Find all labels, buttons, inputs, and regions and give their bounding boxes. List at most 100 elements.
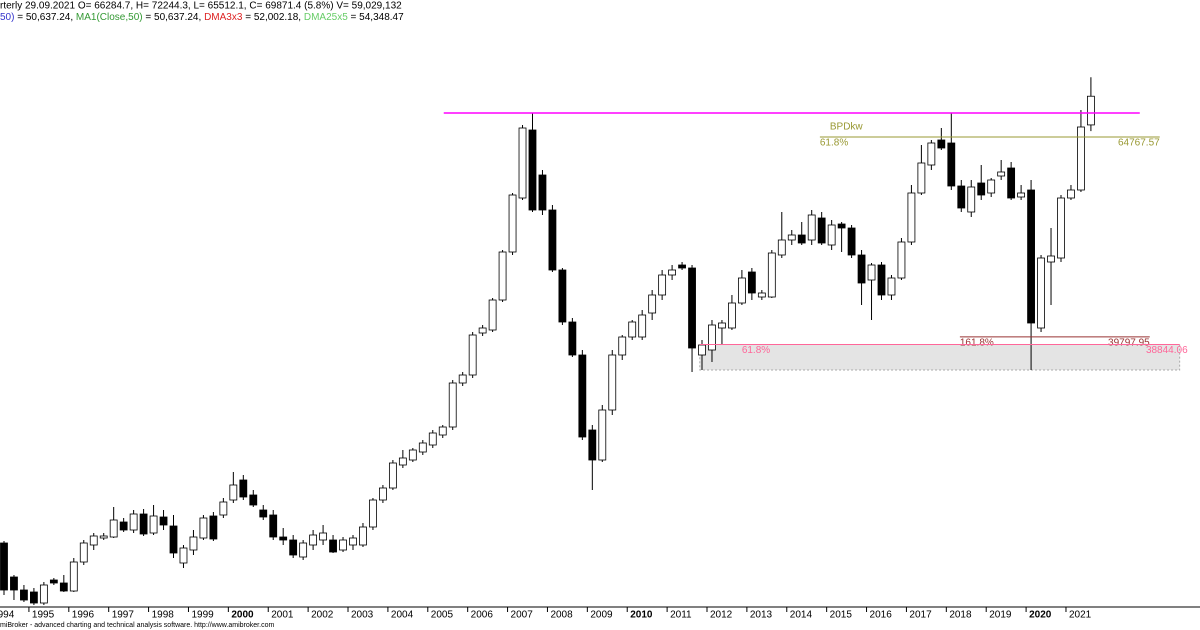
candle-body	[1067, 189, 1075, 199]
candle-body	[30, 591, 38, 604]
candle-body	[628, 321, 637, 338]
x-tick-label: 2019	[989, 610, 1012, 621]
candle-body	[159, 516, 168, 526]
candle-body	[279, 536, 288, 541]
candle-body	[618, 336, 627, 356]
candle-body	[558, 269, 567, 323]
x-tick-label: 1996	[72, 610, 95, 621]
candle-body	[967, 186, 976, 213]
candle-body	[897, 241, 906, 279]
header-segment: DMA3x3	[204, 12, 243, 23]
candle-body	[309, 534, 318, 546]
candle-body	[229, 484, 238, 501]
candle-body	[518, 127, 527, 199]
x-tick-label: 1999	[191, 610, 214, 621]
candle-body	[548, 209, 557, 271]
fib-value: 39797.95	[1108, 337, 1150, 348]
candle-body	[89, 535, 98, 546]
candle-body	[289, 539, 298, 556]
x-tick-label: 1997	[112, 610, 135, 621]
candle-body	[379, 487, 387, 501]
candle-body	[678, 264, 686, 269]
candle-body	[817, 217, 826, 244]
candle-body	[10, 576, 18, 591]
candle-body	[568, 321, 577, 356]
x-tick-label: 2020	[1029, 610, 1052, 621]
candle-body	[578, 354, 587, 438]
candle-body	[907, 192, 916, 243]
candle-body	[1017, 192, 1026, 198]
x-tick-label: 2001	[271, 610, 294, 621]
candle-body	[418, 442, 427, 453]
candle-body	[269, 514, 278, 538]
candle-body	[1087, 95, 1095, 126]
candle-body	[598, 409, 607, 461]
fib-zone	[699, 343, 1181, 371]
candle-body	[1027, 189, 1035, 324]
candle-body	[199, 517, 208, 539]
candle-body	[119, 521, 128, 531]
candle-body	[777, 239, 786, 256]
candle-body	[369, 499, 377, 528]
candle-body	[438, 426, 447, 436]
candle-body	[917, 162, 926, 194]
x-tick-label: 2015	[830, 610, 853, 621]
candle-body	[1057, 197, 1065, 259]
candle-body	[129, 513, 138, 531]
x-tick-label: 2021	[1069, 610, 1092, 621]
candle-body	[349, 537, 357, 546]
candle-body	[209, 515, 218, 540]
candle-body	[219, 501, 228, 516]
x-tick-label: 2016	[870, 610, 893, 621]
x-tick-label: 2011	[670, 610, 692, 621]
candle-body	[588, 429, 597, 461]
x-tick-label: 2002	[311, 610, 334, 621]
x-tick-label: 2018	[949, 610, 972, 621]
candle-body	[478, 327, 487, 334]
candle-body	[169, 525, 178, 554]
x-tick-label: 2010	[630, 610, 653, 621]
candle-body	[1077, 126, 1085, 191]
candle-body	[448, 382, 457, 428]
x-tick-label: 2005	[431, 610, 454, 621]
fib-label: 61.8%	[820, 138, 848, 149]
candle-body	[0, 542, 8, 591]
candle-body	[59, 582, 68, 592]
x-tick-label: 2008	[550, 610, 573, 621]
candle-body	[827, 224, 836, 246]
candle-body	[398, 457, 407, 466]
candle-body	[887, 277, 896, 296]
x-tick-label: 2004	[391, 610, 414, 621]
candle-body	[139, 513, 148, 535]
candle-body	[1007, 167, 1016, 199]
candle-body	[69, 561, 78, 592]
candle-body	[837, 223, 846, 229]
candle-body	[797, 234, 806, 244]
candle-body	[767, 252, 776, 298]
candle-body	[388, 462, 397, 489]
candle-body	[668, 269, 676, 276]
candle-body	[259, 509, 268, 518]
candle-body	[149, 515, 158, 534]
x-tick-label: 2000	[231, 610, 254, 621]
fib-label: 61.8%	[742, 345, 770, 356]
candle-body	[189, 536, 198, 551]
candle-body	[1037, 257, 1045, 329]
candle-body	[239, 479, 248, 498]
candle-body	[698, 344, 706, 356]
candle-body	[329, 539, 337, 553]
candle-body	[339, 539, 347, 551]
candle-body	[857, 254, 866, 284]
fib-value: 64767.57	[1118, 138, 1160, 149]
candle-body	[957, 185, 966, 209]
candle-body	[99, 535, 108, 539]
candle-body	[49, 579, 58, 584]
candle-body	[608, 354, 617, 411]
x-tick-label: 2006	[471, 610, 494, 621]
x-tick-label: 2014	[790, 610, 813, 621]
header-segment: MA1(Close,50)	[76, 12, 143, 23]
candle-body	[877, 264, 886, 296]
candle-body	[688, 267, 696, 349]
header-segment: 50)	[0, 12, 14, 23]
